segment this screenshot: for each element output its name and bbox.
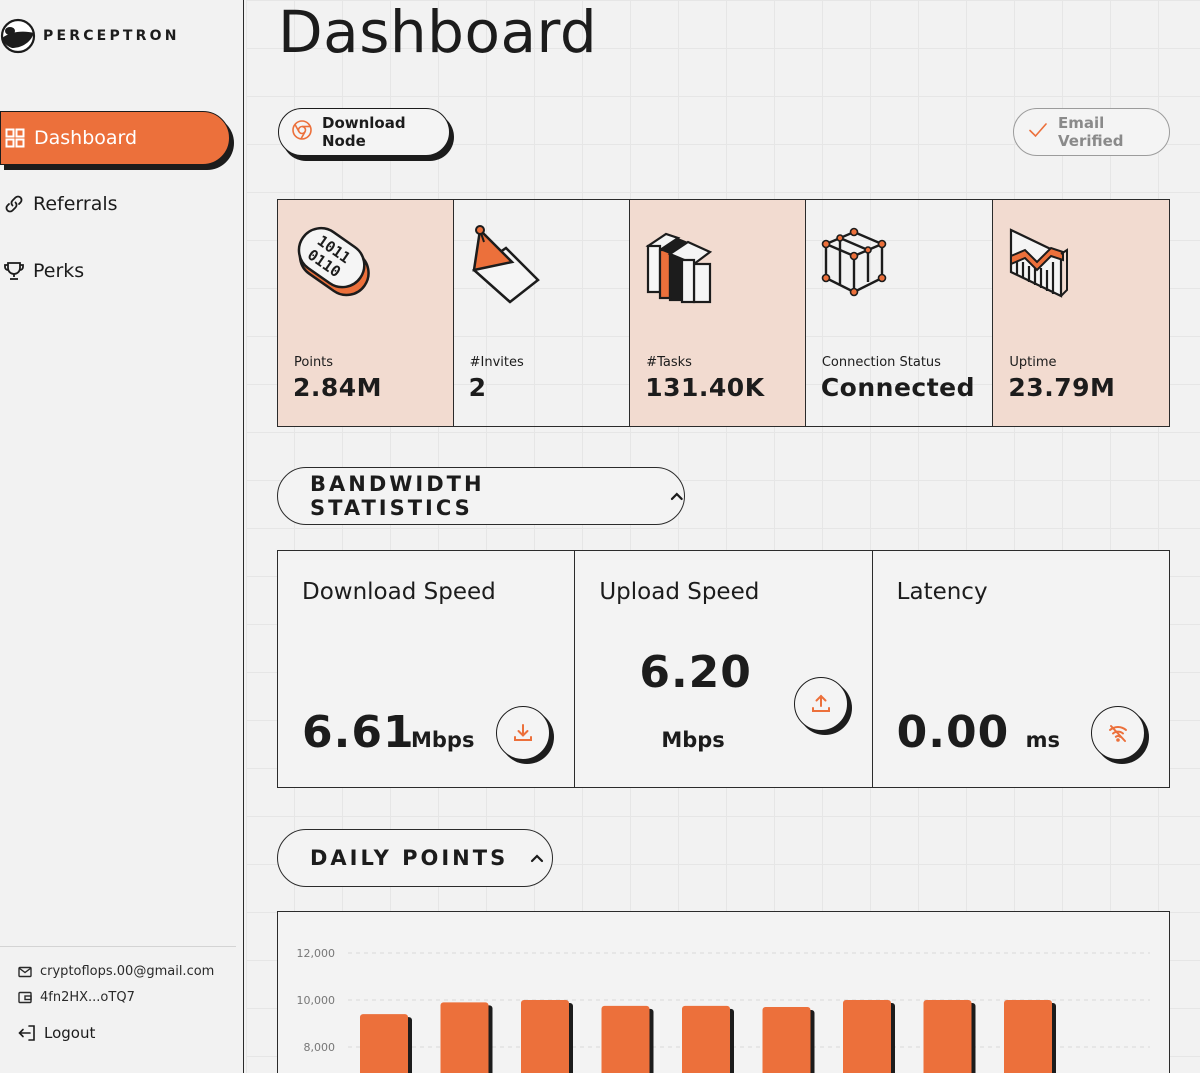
download-speed-title: Download Speed: [302, 579, 496, 605]
logout-label: Logout: [44, 1024, 96, 1042]
account-wallet-text: 4fn2HX...oTQ7: [40, 990, 135, 1005]
latency-button[interactable]: [1090, 706, 1145, 760]
stat-card-points: 1011 0110 Points 2.84M: [278, 200, 454, 426]
sidebar: PERCEPTRON Dashboard Referrals P: [0, 0, 244, 1073]
sidebar-item-referrals[interactable]: Referrals: [0, 177, 230, 231]
daily-points-chart-svg: 12,000 10,000 8,000: [297, 947, 1150, 1073]
sidebar-item-perks[interactable]: Perks: [0, 244, 230, 298]
stat-label: Connection Status: [821, 355, 941, 370]
envelope-icon: [471, 225, 540, 304]
stat-card-uptime: Uptime 23.79M: [993, 200, 1170, 426]
daily-points-bar[interactable]: [923, 1000, 972, 1073]
brand-name: PERCEPTRON: [43, 28, 180, 44]
account-wallet[interactable]: 4fn2HX...oTQ7: [18, 990, 135, 1005]
download-speed-cell: Download Speed 6.61 Mbps: [278, 551, 576, 787]
daily-points-chart: 12,000 10,000 8,000: [277, 911, 1170, 1073]
stat-card-connection: Connection Status Connected: [806, 200, 994, 426]
books-icon: [645, 232, 713, 304]
check-icon: [1028, 122, 1048, 142]
upload-speed-title: Upload Speed: [599, 579, 760, 605]
email-verified-badge[interactable]: Email Verified: [1013, 108, 1170, 156]
upload-speed-button[interactable]: [794, 677, 849, 731]
logout-icon: [18, 1025, 35, 1041]
wifi-off-icon: [1108, 725, 1127, 742]
y-tick-label: 12,000: [297, 947, 336, 960]
sidebar-item-label: Dashboard: [34, 127, 138, 149]
download-node-button[interactable]: Download Node: [278, 108, 450, 156]
mail-icon: [18, 966, 32, 977]
binary-capsule-icon: 1011 0110: [297, 226, 370, 297]
stat-card-invites: #Invites 2: [454, 200, 631, 426]
stat-label: #Tasks: [646, 355, 692, 370]
upload-speed-value: 6.20: [639, 647, 752, 698]
sidebar-item-dashboard[interactable]: Dashboard: [0, 111, 230, 165]
stat-label: Points: [294, 355, 334, 370]
logout-button[interactable]: Logout: [18, 1024, 95, 1042]
stat-value: 23.79M: [1008, 373, 1116, 402]
perceptron-logo-icon: [0, 18, 36, 54]
link-icon: [3, 193, 25, 215]
daily-points-bar[interactable]: [762, 1007, 811, 1073]
chart-growth-icon: [1010, 228, 1069, 298]
grid-icon: [4, 127, 26, 149]
chevron-up-icon: [671, 492, 684, 500]
upload-icon: [812, 694, 831, 712]
wallet-icon: [18, 991, 32, 1004]
latency-cell: Latency 0.00 ms: [873, 551, 1169, 787]
y-tick-label: 10,000: [297, 994, 336, 1007]
daily-points-bar[interactable]: [843, 1000, 891, 1073]
upload-speed-unit: Mbps: [661, 728, 725, 752]
daily-points-bar[interactable]: [601, 1005, 650, 1073]
stat-value: Connected: [820, 373, 976, 402]
stat-label: Uptime: [1009, 355, 1057, 370]
brand-logo[interactable]: PERCEPTRON: [0, 18, 180, 54]
daily-points-bar[interactable]: [440, 1002, 489, 1073]
download-speed-unit: Mbps: [411, 728, 475, 752]
daily-points-bar[interactable]: [1004, 1000, 1052, 1073]
chevron-up-icon: [531, 853, 544, 862]
download-icon: [514, 724, 532, 741]
stats-row: 1011 0110 Points 2.84M #Invites 2: [277, 199, 1170, 427]
trophy-icon: [3, 260, 25, 282]
sidebar-divider: [0, 946, 236, 947]
chrome-icon: [291, 119, 313, 145]
y-tick-label: 8,000: [304, 1041, 336, 1054]
bandwidth-panel: Download Speed 6.61 Mbps Upload Speed 6.…: [277, 550, 1170, 788]
main-content: Dashboard Download Node Email Verified 1…: [246, 0, 1200, 1073]
account-email: cryptoflops.00@gmail.com: [18, 964, 214, 979]
cube-network-icon: [821, 227, 887, 297]
account-email-text: cryptoflops.00@gmail.com: [40, 964, 215, 979]
stat-value: 2: [468, 373, 487, 402]
latency-value: 0.00: [896, 707, 1010, 758]
page-title: Dashboard: [278, 0, 598, 66]
daily-points-bar[interactable]: [682, 1005, 730, 1073]
daily-points-toggle[interactable]: DAILY POINTS: [277, 829, 553, 887]
daily-points-bar[interactable]: [521, 1000, 569, 1073]
stat-label: #Invites: [469, 355, 524, 370]
stat-value: 2.84M: [293, 373, 383, 402]
latency-title: Latency: [896, 579, 988, 605]
email-verified-label: Email Verified: [1058, 114, 1124, 150]
stat-card-tasks: #Tasks 131.40K: [630, 200, 806, 426]
latency-unit: ms: [1025, 728, 1061, 752]
sidebar-item-label: Perks: [33, 260, 85, 282]
bandwidth-statistics-toggle[interactable]: BANDWIDTH STATISTICS: [277, 467, 685, 525]
section-title: BANDWIDTH STATISTICS: [310, 472, 485, 520]
section-title: DAILY POINTS: [310, 846, 509, 870]
upload-speed-cell: Upload Speed 6.20 Mbps: [575, 551, 873, 787]
sidebar-item-label: Referrals: [33, 193, 118, 215]
download-speed-value: 6.61: [302, 707, 415, 758]
daily-points-bar[interactable]: [360, 1014, 408, 1073]
stat-value: 131.40K: [645, 373, 765, 402]
download-speed-button[interactable]: [496, 706, 550, 760]
download-node-label: Download Node: [322, 114, 406, 150]
